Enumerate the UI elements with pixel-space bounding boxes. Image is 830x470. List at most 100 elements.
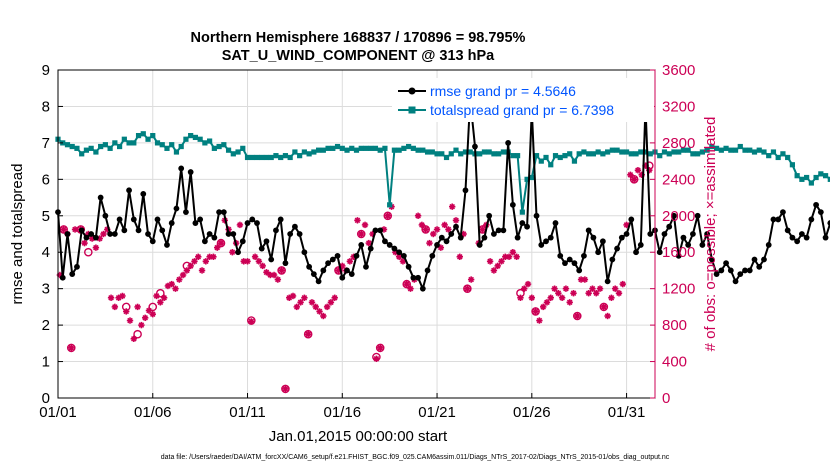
totalspread-point [453, 147, 459, 153]
y-left-axis-label: rmse and totalspread [9, 164, 26, 305]
rmse-point [476, 242, 483, 248]
rmse-point [604, 278, 611, 285]
rmse-point [453, 223, 459, 230]
totalspread-point [297, 153, 303, 159]
obs-assimilated-point [604, 312, 611, 320]
totalspread-point [192, 134, 199, 141]
y-left-tick-label: 8 [42, 98, 50, 115]
totalspread-point [704, 147, 710, 153]
obs-assimilated-point [570, 290, 577, 297]
obs-assimilated-point [210, 253, 217, 260]
totalspread-point [244, 154, 251, 161]
totalspread-point [173, 149, 180, 155]
obs-assimilated-point [297, 299, 304, 306]
obs-assimilated-point [251, 253, 259, 260]
totalspread-point [145, 136, 151, 142]
rmse-point [372, 227, 379, 234]
obs-assimilated-point [71, 226, 79, 233]
totalspread-point [83, 147, 90, 153]
obs-assimilated-point [509, 249, 517, 256]
obs-assimilated-point [376, 344, 384, 352]
obs-assimilated-point [172, 285, 179, 292]
totalspread-point [491, 151, 497, 157]
obs-assimilated-point [528, 294, 536, 301]
totalspread-point [780, 151, 786, 157]
obs-assimilated-point [312, 303, 319, 311]
obs-assimilated-point [138, 321, 145, 329]
rmse-point [438, 234, 445, 241]
obs-assimilated-point [255, 258, 263, 265]
obs-assimilated-point [551, 285, 558, 292]
rmse-point [827, 220, 830, 226]
obs-possible-point [572, 311, 582, 321]
obs-possible-point [156, 288, 165, 298]
obs-assimilated-point [293, 303, 300, 311]
totalspread-point [543, 154, 549, 161]
totalspread-point [481, 149, 488, 155]
rmse-point [306, 263, 313, 270]
obs-assimilated-point [593, 290, 600, 297]
rmse-point [723, 260, 729, 267]
totalspread-point [169, 142, 175, 148]
obs-possible-point [356, 229, 366, 239]
rmse-point [334, 252, 341, 259]
obs-assimilated-point [202, 258, 210, 265]
rmse-point [656, 249, 663, 256]
rmse-point [557, 252, 564, 259]
totalspread-point [406, 143, 412, 150]
rmse-point [647, 231, 654, 237]
rmse-point [310, 271, 317, 277]
obs-possible-point [247, 316, 256, 325]
totalspread-point [306, 151, 312, 157]
rmse-point [609, 256, 616, 263]
rmse-point [576, 267, 583, 274]
totalspread-point [529, 174, 535, 181]
rmse-point [178, 165, 185, 172]
totalspread-point [268, 154, 274, 161]
totalspread-point [401, 145, 407, 151]
rmse-point [263, 238, 270, 245]
totalspread-point [756, 147, 762, 153]
rmse-point [130, 216, 137, 223]
title-line-1: Northern Hemisphere 168837 / 170896 = 98… [191, 30, 526, 46]
rmse-point [798, 231, 805, 237]
rmse-point [547, 234, 554, 241]
totalspread-point [576, 151, 582, 157]
rmse-point [97, 194, 104, 201]
rmse-point [429, 252, 436, 259]
totalspread-point [188, 133, 194, 139]
totalspread-point [320, 147, 326, 153]
totalspread-point [586, 151, 592, 157]
obs-assimilated-point [543, 299, 551, 306]
rmse-point [614, 245, 620, 252]
rmse-point [145, 231, 151, 237]
totalspread-point [150, 133, 156, 139]
rmse-point [69, 271, 76, 277]
totalspread-point [325, 145, 331, 151]
rmse-point [746, 267, 753, 274]
x-axis-ticks: 01/01 01/06 01/11 01/16 01/21 01/26 01/31 [39, 393, 645, 421]
totalspread-point [221, 142, 227, 148]
obs-assimilated-point [282, 385, 289, 393]
totalspread-point [600, 151, 606, 157]
obs-assimilated-point [407, 285, 414, 292]
obs-assimilated-point [445, 226, 452, 233]
totalspread-point [278, 154, 284, 161]
rmse-point [107, 231, 114, 237]
obs-assimilated-point [494, 262, 501, 270]
totalspread-point [458, 151, 464, 157]
obs-assimilated-point [236, 221, 244, 229]
x-tick-label: 01/31 [608, 404, 646, 421]
rmse-point [277, 216, 284, 223]
totalspread-point [135, 133, 142, 139]
rmse-point [249, 216, 256, 223]
rmse-point [159, 227, 166, 234]
obs-assimilated-point [399, 258, 407, 265]
y-left-tick-label: 2 [42, 317, 50, 334]
obs-assimilated-point [384, 212, 391, 219]
rmse-point [301, 249, 308, 256]
totalspread-point [595, 149, 601, 155]
totalspread-point [353, 147, 360, 153]
obs-possible-point [645, 161, 654, 170]
totalspread-point [429, 149, 435, 155]
